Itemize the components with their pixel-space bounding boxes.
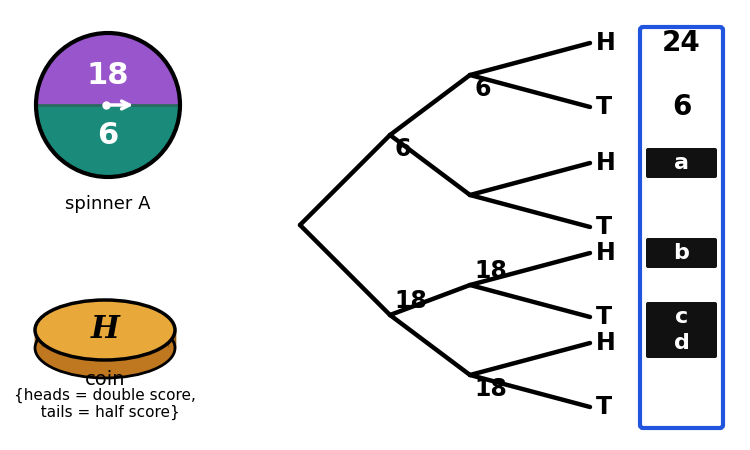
Text: d: d [674, 333, 689, 353]
FancyBboxPatch shape [646, 148, 717, 178]
Ellipse shape [35, 300, 175, 360]
Wedge shape [36, 33, 180, 105]
Wedge shape [36, 105, 180, 177]
Text: 6: 6 [474, 77, 490, 101]
Text: T: T [596, 95, 612, 119]
Ellipse shape [35, 318, 175, 378]
Text: 18: 18 [87, 60, 129, 90]
Text: spinner A: spinner A [65, 195, 151, 213]
FancyBboxPatch shape [646, 328, 717, 358]
FancyBboxPatch shape [640, 27, 723, 428]
Text: coin: coin [85, 370, 125, 389]
Text: 6: 6 [394, 137, 410, 161]
Text: 24: 24 [662, 29, 700, 57]
Text: {heads = double score,: {heads = double score, [14, 388, 196, 403]
Text: 6: 6 [672, 93, 692, 121]
Text: 18: 18 [474, 259, 507, 283]
Text: a: a [674, 153, 689, 173]
Text: tails = half score}: tails = half score} [31, 405, 179, 420]
Text: H: H [596, 241, 616, 265]
Text: c: c [675, 307, 688, 327]
FancyBboxPatch shape [646, 302, 717, 332]
Text: 6: 6 [98, 121, 118, 149]
Text: T: T [596, 395, 612, 419]
Polygon shape [35, 330, 175, 348]
Text: T: T [596, 215, 612, 239]
Text: H: H [91, 315, 119, 346]
Text: H: H [596, 31, 616, 55]
Text: 18: 18 [394, 289, 427, 313]
Text: 18: 18 [474, 377, 507, 401]
Text: b: b [674, 243, 689, 263]
FancyBboxPatch shape [646, 238, 717, 268]
Text: H: H [596, 331, 616, 355]
Text: H: H [596, 151, 616, 175]
Text: T: T [596, 305, 612, 329]
